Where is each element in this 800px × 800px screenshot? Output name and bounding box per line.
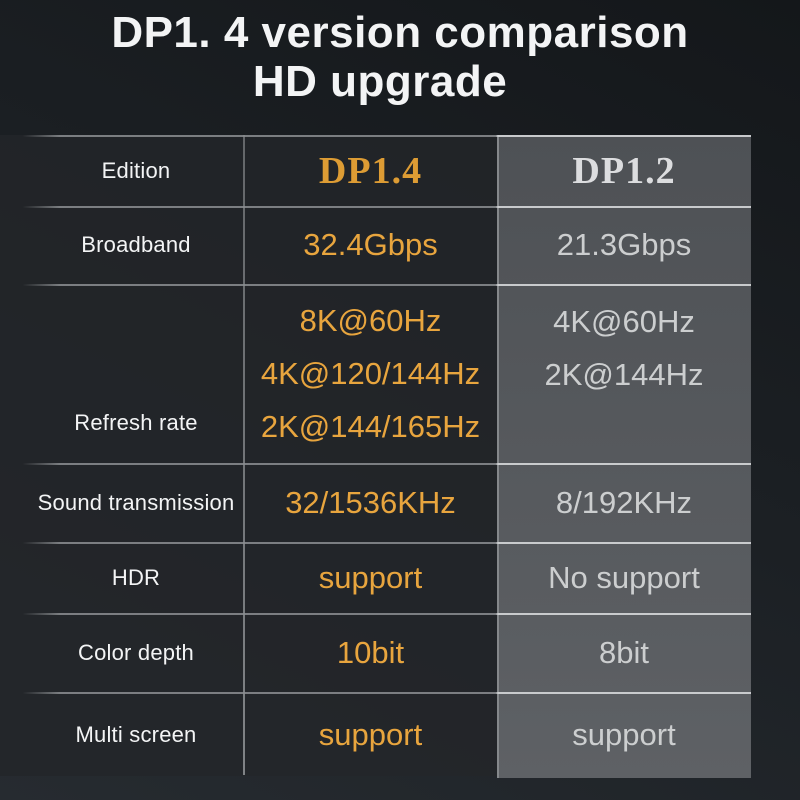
page-title-line1: DP1. 4 version comparison <box>111 8 689 57</box>
dp12-column-background <box>497 135 751 778</box>
row-label-edition: Edition <box>101 157 171 183</box>
row-label-sound-transmission: Sound transmission <box>37 489 235 515</box>
row-divider-line <box>0 135 751 137</box>
dp12-color-depth-value: 8bit <box>599 634 649 670</box>
row-label-hdr: HDR <box>111 564 161 590</box>
row-divider-line <box>0 206 751 208</box>
dp12-refresh-line2: 2K@144Hz <box>544 357 704 392</box>
row-divider-line <box>0 542 751 544</box>
dp12-broadband-value: 21.3Gbps <box>556 227 692 262</box>
row-divider-line <box>0 284 751 286</box>
dp12-refresh-line1: 4K@60Hz <box>553 304 695 339</box>
dp14-refresh-values: 8K@60Hz 4K@120/144Hz 2K@144/165Hz <box>244 284 497 463</box>
dp14-multi-screen-value: support <box>318 717 423 752</box>
column-header-dp12: DP1.2 <box>572 149 676 192</box>
row-label-multi-screen: Multi screen <box>75 722 197 747</box>
dp12-sound-value: 8/192KHz <box>555 484 693 520</box>
column-divider-line <box>243 135 245 775</box>
row-divider-line <box>0 463 751 465</box>
row-label-broadband: Broadband <box>81 232 191 257</box>
dp12-refresh-values: 4K@60Hz 2K@144Hz <box>497 284 751 463</box>
comparison-table: Edition DP1.4 DP1.2 Broadband 32.4Gbps 2… <box>0 135 751 778</box>
dp12-multi-screen-value: support <box>572 717 676 752</box>
row-divider-line <box>0 613 751 615</box>
row-divider-line <box>0 692 751 694</box>
dp12-hdr-value: No support <box>548 559 700 595</box>
row-label-color-depth: Color depth <box>78 639 194 665</box>
dp14-hdr-value: support <box>318 559 423 595</box>
dp14-refresh-line3: 2K@144/165Hz <box>260 409 481 444</box>
row-label-refresh-rate: Refresh rate <box>74 410 198 435</box>
page-title: DP1. 4 version comparison HD upgrade <box>0 8 800 106</box>
dp14-sound-value: 32/1536KHz <box>285 484 456 520</box>
dp14-broadband-value: 32.4Gbps <box>303 227 438 262</box>
dp14-refresh-line2: 4K@120/144Hz <box>260 356 481 391</box>
dp14-refresh-line1: 8K@60Hz <box>299 303 442 338</box>
column-header-dp14: DP1.4 <box>318 149 423 192</box>
dark-columns-background <box>0 135 497 776</box>
dp14-color-depth-value: 10bit <box>336 634 405 670</box>
page-title-line2: HD upgrade <box>252 57 508 106</box>
table-grid: Edition DP1.4 DP1.2 Broadband 32.4Gbps 2… <box>0 135 751 778</box>
